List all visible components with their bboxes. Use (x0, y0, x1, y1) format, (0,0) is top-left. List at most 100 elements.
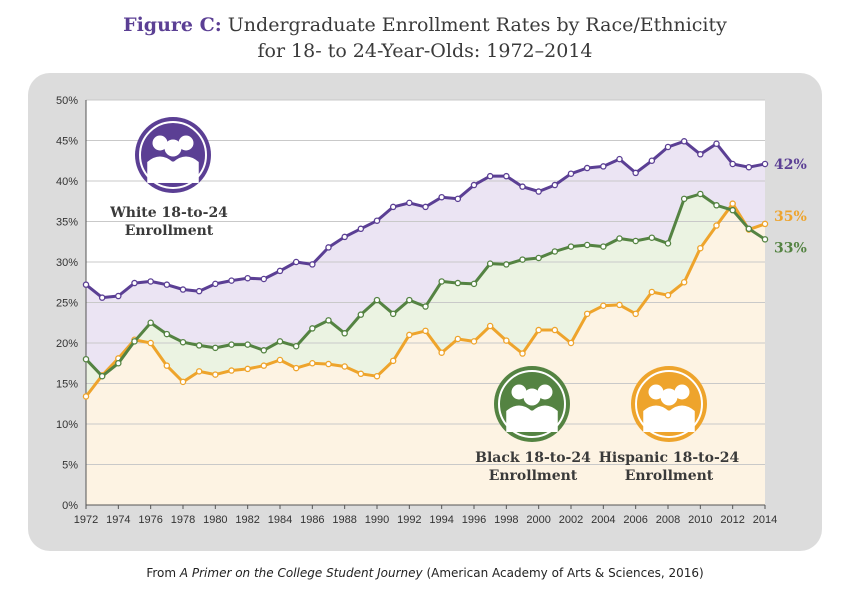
black-data-point (82, 355, 90, 363)
hispanic-end-label: 35% (774, 209, 807, 225)
hispanic-data-point (519, 350, 526, 357)
white-data-point (713, 140, 720, 147)
hispanic-data-point (147, 339, 154, 347)
hispanic-data-point (680, 278, 688, 286)
hispanic-data-point (632, 310, 639, 318)
black-data-point (503, 261, 510, 268)
x-tick-label: 2004 (591, 514, 615, 526)
black-data-point (115, 359, 122, 367)
x-tick-label: 1994 (429, 514, 453, 526)
hispanic-data-point (228, 367, 235, 374)
hispanic-data-point (325, 360, 332, 368)
black-data-point (745, 225, 753, 233)
black-data-point (98, 372, 106, 380)
white-data-point (697, 151, 704, 158)
x-tick-label: 1996 (462, 514, 486, 526)
hispanic-data-point (470, 338, 478, 345)
white-data-point (292, 258, 300, 266)
black-data-point (373, 296, 381, 304)
hispanic-data-point (697, 244, 704, 252)
white-end-label: 42% (774, 157, 807, 173)
y-tick-label: 20% (56, 338, 78, 350)
hispanic-series-label: Hispanic 18-to-24 (599, 450, 740, 466)
white-data-point (195, 287, 203, 295)
hispanic-data-point (729, 200, 736, 207)
hispanic-data-point (567, 339, 575, 347)
white-data-point (600, 163, 607, 170)
black-data-point (147, 319, 154, 326)
y-tick-label: 35% (56, 217, 78, 229)
white-data-point (228, 277, 235, 284)
white-data-point (551, 181, 559, 189)
black-data-point (519, 256, 526, 263)
black-data-point (276, 338, 284, 345)
black-data-point (664, 240, 672, 247)
white-data-point (373, 217, 381, 224)
x-tick-label: 2012 (720, 514, 744, 526)
hispanic-data-point (309, 359, 316, 367)
hispanic-data-point (616, 301, 623, 309)
black-data-point (680, 195, 688, 203)
white-data-point (131, 279, 138, 287)
x-tick-label: 2010 (688, 514, 712, 526)
x-tick-label: 1976 (138, 514, 162, 526)
black-data-point (486, 260, 494, 267)
white-series (82, 138, 769, 301)
x-tick-label: 2002 (559, 514, 583, 526)
caption-title: A Primer on the College Student Journey (179, 566, 423, 580)
hispanic-data-point (761, 220, 769, 228)
black-data-point (470, 280, 478, 288)
white-data-point (583, 164, 591, 172)
white-data-point (454, 195, 462, 203)
white-series-label: White 18-to-24 (109, 205, 228, 221)
black-data-point (454, 279, 462, 287)
white-data-point (389, 203, 397, 211)
black-series (82, 190, 769, 380)
chart-title: Figure C: Undergraduate Enrollment Rates… (0, 12, 850, 64)
people-group-icon (135, 117, 211, 193)
hispanic-data-point (422, 327, 429, 335)
y-tick-label: 45% (56, 136, 78, 148)
black-data-point (713, 202, 720, 209)
white-data-point (745, 163, 753, 171)
hispanic-data-point (454, 335, 462, 343)
white-data-point (163, 281, 171, 288)
black-data-point (729, 206, 736, 214)
y-tick-label: 10% (56, 419, 78, 431)
hispanic-data-point (357, 370, 365, 378)
black-data-point (422, 303, 429, 310)
x-tick-label: 1982 (235, 514, 259, 526)
y-tick-label: 30% (56, 257, 78, 269)
black-data-point (163, 330, 171, 338)
white-data-point (422, 203, 429, 211)
x-tick-label: 1990 (365, 514, 389, 526)
black-data-point (761, 236, 769, 243)
white-data-point (260, 275, 268, 283)
title-line-1: Undergraduate Enrollment Rates by Race/E… (227, 14, 727, 36)
x-tick-label: 1986 (300, 514, 324, 526)
white-data-point (664, 143, 672, 151)
white-data-point (276, 267, 284, 275)
y-tick-label: 5% (62, 460, 78, 472)
white-data-point (212, 280, 219, 288)
hispanic-data-point (260, 362, 268, 369)
white-data-point (438, 193, 445, 201)
white-data-point (179, 286, 187, 293)
white-data-point (616, 155, 623, 163)
hispanic-data-point (664, 291, 672, 299)
y-tick-label: 25% (56, 298, 78, 310)
hispanic-data-point (373, 372, 381, 380)
hispanic-data-point (341, 363, 348, 370)
hispanic-data-point (389, 357, 397, 365)
black-data-point (244, 341, 251, 348)
white-data-point (309, 261, 316, 268)
black-data-point (616, 235, 623, 242)
black-data-point (212, 344, 219, 352)
caption-suffix: (American Academy of Arts & Sciences, 20… (422, 566, 704, 580)
x-tick-label: 1972 (74, 514, 98, 526)
hispanic-data-point (292, 364, 300, 372)
white-data-point (729, 160, 736, 168)
hispanic-data-point (486, 322, 494, 330)
white-data-point (82, 281, 90, 288)
black-data-point (632, 237, 639, 245)
